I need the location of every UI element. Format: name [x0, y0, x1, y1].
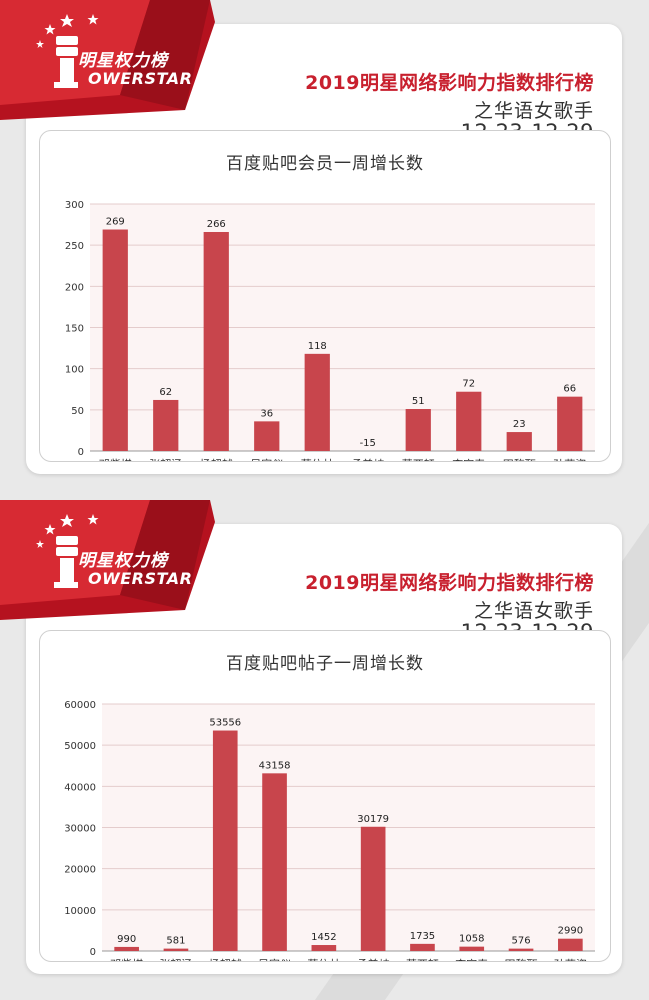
y-tick-label: 0	[78, 447, 84, 458]
x-tick-label: 吴宣仪	[250, 457, 283, 461]
y-tick-label: 100	[65, 365, 84, 376]
bar-chart: 0 10000 20000 30000 40000 50000 60000 990 邓紫棋 581…	[64, 700, 595, 961]
x-tick-label: 李宇春	[455, 957, 488, 961]
fist-logo-icon	[54, 36, 78, 88]
powerstar-logo	[0, 500, 215, 620]
logo-english-text: OWERSTAR	[88, 569, 193, 588]
y-tick-label: 50000	[64, 741, 96, 752]
data-label: 62	[159, 387, 172, 398]
bar	[459, 946, 485, 951]
x-tick-label: 孙燕姿	[553, 458, 586, 461]
fist-logo-icon	[54, 536, 78, 588]
x-tick-label: 田馥甄	[503, 457, 536, 461]
x-tick-label: 蔡依林	[307, 957, 340, 961]
x-tick-label: 萧亚轩	[402, 457, 435, 461]
data-label: 990	[117, 934, 136, 945]
ranking-card: 2019明星网络影响力指数排行榜 之华语女歌手 12.23-12.29 百度贴吧…	[26, 24, 622, 474]
x-tick-label: 蔡依林	[301, 457, 334, 461]
x-tick-label: 孙燕姿	[554, 958, 587, 961]
y-tick-label: 40000	[64, 782, 96, 793]
x-tick-label: 李宇春	[452, 457, 485, 461]
y-tick-label: 10000	[64, 906, 96, 917]
y-tick-label: 60000	[64, 700, 96, 711]
x-tick-label: 邓紫棋	[110, 957, 143, 961]
data-label: 2990	[558, 926, 583, 937]
bar	[311, 945, 337, 951]
logo-chinese-text: 明星权力榜	[78, 51, 168, 71]
data-label: 118	[308, 341, 327, 352]
x-tick-label: 杨超越	[209, 957, 242, 961]
x-tick-label: 萧亚轩	[406, 957, 439, 961]
x-tick-label: 张韶涵	[149, 457, 182, 461]
header-title: 2019明星网络影响力指数排行榜	[305, 72, 594, 94]
data-label: 30179	[357, 814, 389, 825]
data-label: 1735	[410, 931, 435, 942]
powerstar-logo	[0, 0, 215, 120]
y-tick-label: 250	[65, 241, 84, 252]
data-label: 72	[462, 379, 475, 390]
bar	[558, 938, 583, 951]
y-tick-label: 20000	[64, 865, 96, 876]
y-tick-label: 200	[65, 282, 84, 293]
y-tick-label: 300	[65, 200, 84, 211]
y-tick-label: 50	[71, 406, 84, 417]
data-label: 269	[106, 217, 125, 228]
data-label: 66	[563, 384, 576, 395]
data-label: 43158	[259, 760, 291, 771]
chart-container: 百度贴吧会员一周增长数 0 50 100 150 200 250 300 269 邓紫棋 62 张韶…	[39, 130, 611, 462]
x-tick-label: 张韶涵	[159, 957, 192, 961]
data-label: 23	[513, 419, 526, 430]
chart-container: 百度贴吧帖子一周增长数 0 10000 20000 30000 40000 50000 60…	[39, 630, 611, 962]
bar	[254, 421, 280, 451]
ranking-panel-1: 2019明星网络影响力指数排行榜 之华语女歌手 12.23-12.29 百度贴吧…	[0, 0, 622, 474]
x-tick-label: 邓紫棋	[99, 457, 132, 461]
data-label: 581	[166, 936, 185, 947]
data-label: 51	[412, 396, 425, 407]
star-icon	[36, 514, 99, 548]
data-label: -15	[360, 438, 376, 449]
x-tick-label: 吴宣仪	[258, 957, 291, 961]
bar	[102, 229, 128, 451]
y-tick-label: 150	[65, 324, 84, 335]
bar	[508, 948, 534, 951]
bar	[360, 826, 386, 951]
bar	[456, 391, 482, 451]
chart-title: 百度贴吧会员一周增长数	[226, 154, 424, 174]
logo-chinese-text: 明星权力榜	[78, 551, 168, 571]
ranking-card: 2019明星网络影响力指数排行榜 之华语女歌手 12.23-12.29 百度贴吧…	[26, 524, 622, 974]
y-tick-label: 30000	[64, 824, 96, 835]
x-tick-label: 田馥甄	[505, 957, 538, 961]
header-title: 2019明星网络影响力指数排行榜	[305, 572, 594, 594]
data-label: 1058	[459, 934, 484, 945]
bar	[262, 773, 287, 951]
bar	[212, 730, 238, 951]
data-label: 36	[260, 408, 273, 419]
ranking-panel-2: 2019明星网络影响力指数排行榜 之华语女歌手 12.23-12.29 百度贴吧…	[0, 500, 649, 1000]
star-icon	[36, 14, 99, 48]
y-tick-label: 0	[90, 947, 96, 958]
data-label: 576	[512, 936, 531, 947]
bar	[203, 231, 229, 451]
bar	[153, 399, 179, 451]
chart-title: 百度贴吧帖子一周增长数	[226, 654, 424, 674]
header-subtitle: 之华语女歌手	[473, 100, 594, 122]
bar	[163, 948, 189, 951]
bar	[405, 409, 431, 451]
bar-chart: 0 50 100 150 200 250 300 269 邓紫棋 62 张韶涵 266 杨超越 36 吴宣仪…	[65, 200, 595, 461]
header-subtitle: 之华语女歌手	[473, 600, 594, 622]
bar	[304, 353, 330, 451]
data-label: 53556	[209, 718, 241, 729]
logo-english-text: OWERSTAR	[88, 69, 193, 88]
data-label: 266	[207, 219, 226, 230]
bar	[410, 943, 435, 951]
x-tick-label: 孟美岐	[357, 958, 390, 961]
bar	[506, 432, 532, 451]
x-tick-label: 杨超越	[200, 457, 233, 461]
x-tick-label: 孟美岐	[351, 458, 384, 461]
bar	[114, 946, 139, 951]
data-label: 1452	[311, 932, 336, 943]
bar	[557, 396, 583, 451]
